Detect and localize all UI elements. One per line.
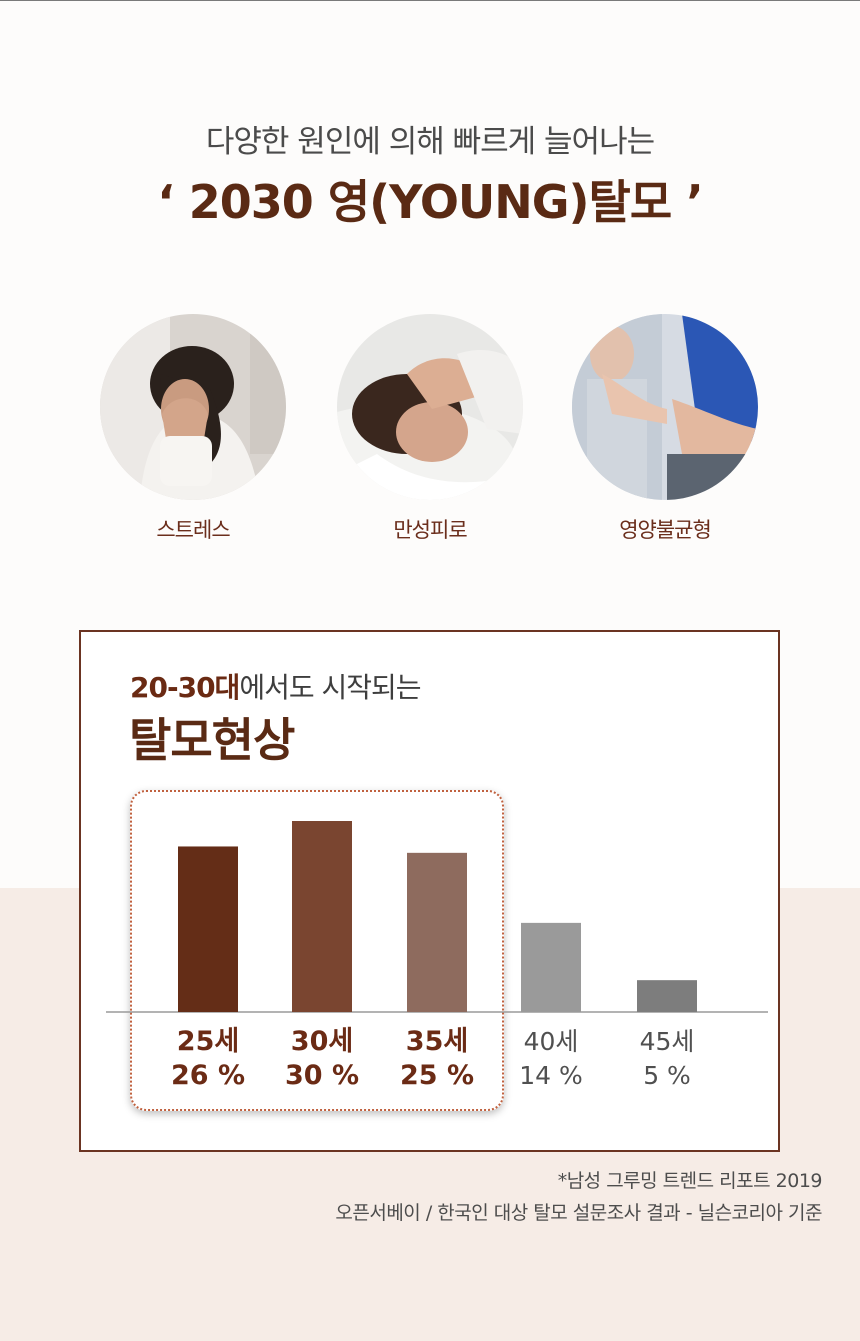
value-label: 30 % [285, 1060, 359, 1091]
value-label: 14 % [519, 1061, 583, 1090]
bar-4 [521, 922, 581, 1012]
bar-5 [637, 980, 697, 1012]
page-subtitle: 다양한 원인에 의해 빠르게 늘어나는 [205, 124, 655, 160]
value-label: 26 % [171, 1060, 245, 1091]
source-line-2: 오픈서베이 / 한국인 대상 탈모 설문조사 결과 - 닐슨코리아 기준 [335, 1202, 822, 1224]
nutrition-photo [572, 314, 758, 500]
chart-title: 탈모현상 [129, 713, 295, 767]
category-label: 25세 [177, 1026, 239, 1057]
bar-1 [178, 846, 238, 1012]
top-divider [0, 0, 860, 1]
chart-subtitle: 20-30대에서도 시작되는 [130, 666, 422, 706]
value-label: 25 % [400, 1060, 474, 1091]
category-label: 40세 [524, 1027, 579, 1056]
category-label: 45세 [640, 1027, 695, 1056]
category-label: 35세 [406, 1026, 468, 1057]
bar-3 [407, 852, 467, 1012]
page-headline: ‘ 2030 영(YOUNG)탈모 ’ [157, 175, 703, 229]
cause-stress: 스트레스 [99, 314, 287, 544]
cause-label: 만성피로 [393, 518, 467, 542]
chart-subtitle-rest: 에서도 시작되는 [239, 671, 421, 704]
cause-label: 스트레스 [156, 518, 230, 542]
value-label: 5 % [643, 1061, 691, 1090]
bar-2 [292, 821, 352, 1012]
cause-label: 영양불균형 [619, 518, 712, 542]
fatigue-photo [337, 314, 523, 500]
source-line-1: *남성 그루밍 트렌드 리포트 2019 [557, 1170, 823, 1192]
cause-fatigue: 만성피로 [336, 314, 524, 544]
cause-nutrition: 영양불균형 [571, 314, 759, 544]
highlight-frame [130, 790, 504, 1111]
category-label: 30세 [291, 1026, 353, 1057]
age-highlight: 20-30대 [130, 671, 240, 704]
